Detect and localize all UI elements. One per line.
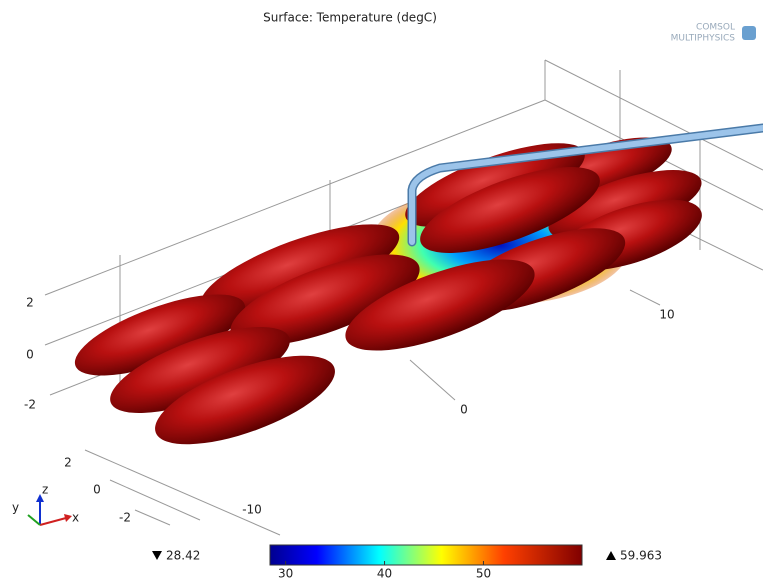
axis-tick-label: -2	[24, 398, 36, 412]
colorbar-tick-label: 50	[476, 567, 491, 580]
axis-tick-label: 2	[26, 296, 34, 310]
logo-icon	[742, 26, 756, 40]
triad-label: y	[12, 501, 19, 515]
axis-tick-label: 10	[659, 308, 674, 322]
axis-tick-label: 2	[64, 456, 72, 470]
axis-tick-label: -2	[119, 511, 131, 525]
colorbar-tick-label: 40	[377, 567, 392, 580]
plot-title: Surface: Temperature (degC)	[263, 11, 437, 25]
colorbar-ramp	[270, 545, 582, 565]
axis-tick-label: 0	[460, 403, 468, 417]
min-marker	[152, 551, 162, 560]
max-marker	[606, 551, 616, 560]
colorbar: 28.42 59.963	[152, 545, 662, 565]
colorbar-max: 59.963	[620, 549, 662, 563]
axis-tick-label: -10	[242, 503, 262, 517]
colorbar-tick-label: 30	[278, 567, 293, 580]
colorbar-min: 28.42	[166, 549, 200, 563]
plot-window: Surface: Temperature (degC) COMSOL MULTI…	[0, 0, 763, 580]
logo-text: MULTIPHYSICS	[671, 34, 736, 44]
axis-tick-label: 0	[93, 483, 101, 497]
logo-text: COMSOL	[696, 23, 735, 33]
axis-tick-label: 0	[26, 348, 34, 362]
triad-label: x	[72, 511, 79, 525]
triad-label: z	[42, 483, 48, 497]
geometry	[66, 124, 763, 463]
axis-triad: z y x	[12, 483, 79, 526]
